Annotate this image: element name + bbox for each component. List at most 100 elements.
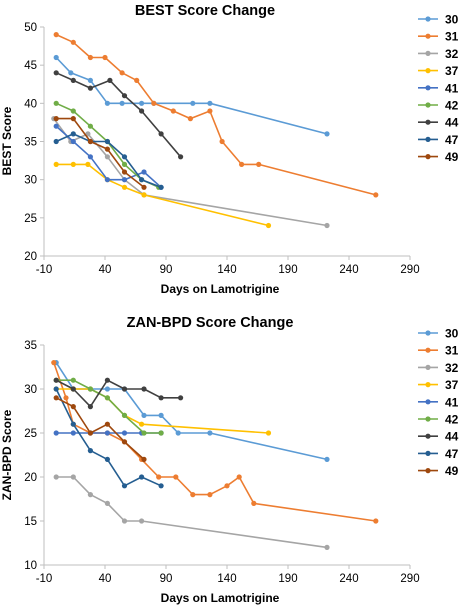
best-series-30-point: [68, 70, 74, 76]
best-series-47-point: [121, 154, 128, 160]
zan-series-44-point: [141, 386, 147, 392]
best-series-30-point: [104, 100, 110, 106]
best-legend-swatch-marker: [425, 33, 431, 39]
zan-legend-label: 41: [445, 395, 459, 409]
zan-series-42-point: [121, 412, 128, 418]
zan-x-tick-label: 90: [160, 573, 173, 585]
zan-x-axis-label: Days on Lamotrigine: [161, 591, 280, 605]
best-series-49-point: [87, 138, 93, 145]
zan-legend-swatch-marker: [425, 416, 431, 422]
zan-series-47-point: [158, 483, 164, 489]
best-x-axis-label: Days on Lamotrigine: [161, 282, 280, 296]
best-series-47-point: [139, 177, 145, 183]
best-series-49-point: [70, 116, 76, 122]
best-series-31-point: [53, 31, 59, 38]
best-series-44-point: [70, 77, 76, 83]
zan-series-30-point: [175, 430, 181, 436]
zan-series-31-point: [251, 500, 257, 506]
zan-legend-item-37: 37: [418, 378, 459, 392]
zan-legend-label: 30: [445, 327, 459, 341]
best-legend-label: 42: [445, 99, 459, 113]
best-x-tick-label: 40: [99, 264, 112, 276]
zan-legend-item-44: 44: [418, 430, 459, 444]
zan-y-tick-label: 30: [24, 384, 37, 396]
zan-series-49-point: [87, 430, 93, 436]
best-y-tick-label: 50: [24, 22, 37, 34]
best-series-31: [53, 31, 379, 198]
zan-series-31-point: [236, 474, 242, 480]
zan-series-47-point: [53, 386, 59, 392]
best-legend-label: 49: [445, 150, 459, 164]
zan-series-42-point: [158, 430, 164, 436]
best-series-49: [53, 116, 147, 190]
zan-series-44: [53, 377, 184, 410]
zan-legend-swatch-marker: [425, 468, 431, 474]
best-series-31-point: [256, 161, 262, 167]
zan-series-31-point: [207, 492, 213, 498]
zan-series-49-point: [121, 439, 128, 445]
best-legend-swatch-marker: [425, 68, 431, 74]
zan-series-47: [53, 386, 164, 489]
best-series-44-point: [87, 85, 93, 91]
zan-series-49-line: [55, 397, 145, 460]
zan-series-32-point: [324, 544, 330, 551]
zan-series-44-line: [55, 379, 181, 408]
best-series-31-point: [87, 54, 93, 61]
zan-y-tick-label: 20: [24, 472, 37, 484]
best-series-31-point: [151, 100, 157, 106]
best-legend-item-32: 32: [418, 47, 459, 61]
zan-legend-swatch-marker: [425, 347, 431, 353]
best-x-tick-label: 90: [160, 264, 173, 276]
best-series-49-point: [104, 146, 110, 152]
best-legend-label: 37: [445, 64, 459, 78]
best-series-44-point: [139, 108, 145, 114]
zan-legend-item-47: 47: [418, 447, 459, 461]
zan-legend-swatch-marker: [425, 450, 431, 456]
best-legend-item-49: 49: [418, 150, 459, 164]
best-legend-label: 30: [445, 13, 459, 27]
zan-series-31-point: [373, 518, 379, 524]
zan-series-47-point: [121, 483, 128, 489]
zan-series-32: [53, 474, 330, 551]
best-series-37-point: [70, 161, 76, 167]
zan-y-tick-label: 10: [24, 560, 37, 572]
best-legend-swatch-marker: [425, 136, 431, 142]
best-series-30-point: [53, 54, 59, 61]
best-series-49-point: [141, 184, 147, 190]
best-plot-area: 20 25 30 35 40 45 50 -10 40 90 140 190 240 290: [24, 22, 419, 276]
best-legend: 30 31 32 37 41 42 44 47 49: [418, 13, 459, 164]
best-series-30-point: [190, 100, 196, 106]
best-x-tick-label: 240: [339, 264, 358, 276]
zan-series-31-point: [51, 360, 57, 366]
best-series-47-point: [53, 138, 59, 145]
zan-legend-item-49: 49: [418, 464, 459, 478]
zan-legend-swatch-marker: [425, 382, 431, 388]
zan-chart-title: ZAN-BPD Score Change: [127, 315, 294, 331]
zan-series-44-point: [158, 395, 164, 401]
best-x-tick-label: 190: [278, 264, 297, 276]
best-legend-item-41: 41: [418, 81, 459, 95]
zan-series-49: [53, 395, 147, 462]
best-score-chart: BEST Score Change Days on Lamotrigine BE…: [0, 3, 459, 296]
best-chart-title: BEST Score Change: [135, 3, 275, 19]
zan-series-37-point: [139, 421, 145, 427]
zan-series-30-point: [158, 412, 164, 418]
best-series-42-point: [121, 161, 128, 167]
best-y-tick-label: 40: [24, 98, 37, 110]
zan-legend-swatch-marker: [425, 399, 431, 405]
best-series-44-point: [121, 93, 128, 99]
zan-x-tick-label: 290: [400, 573, 419, 585]
zan-legend-swatch-marker: [425, 433, 431, 439]
zan-legend-label: 37: [445, 378, 459, 392]
best-legend-label: 41: [445, 81, 459, 95]
best-series-30-point: [207, 100, 213, 106]
best-legend-item-31: 31: [418, 30, 459, 44]
zan-series-49-point: [53, 395, 59, 401]
best-series-32-point: [104, 154, 110, 160]
best-series-42-point: [53, 100, 59, 106]
zan-series-44-point: [104, 377, 110, 383]
zan-series-42: [53, 377, 164, 436]
best-series-31-point: [70, 39, 76, 45]
zan-series-32-point: [87, 492, 93, 498]
